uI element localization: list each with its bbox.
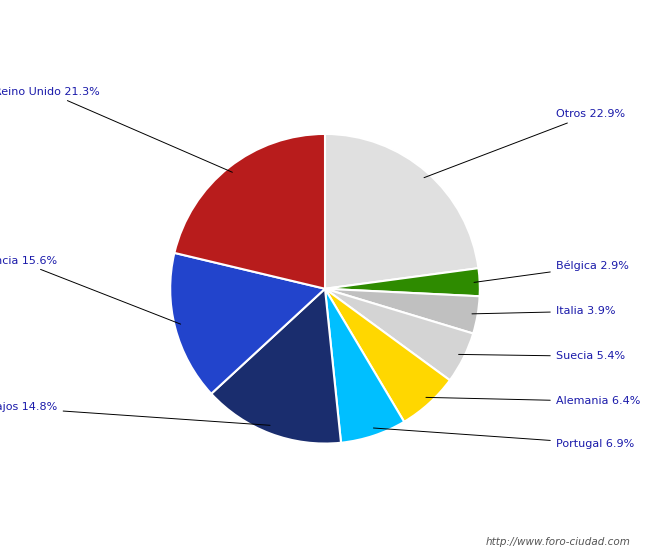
Text: Suecia 5.4%: Suecia 5.4% (459, 351, 625, 361)
Text: Portugal 6.9%: Portugal 6.9% (374, 428, 634, 449)
Text: Italia 3.9%: Italia 3.9% (472, 306, 616, 316)
Wedge shape (211, 289, 341, 443)
Text: Olvera - Turistas extranjeros según país - Abril de 2024: Olvera - Turistas extranjeros según país… (104, 15, 546, 31)
Text: Otros 22.9%: Otros 22.9% (424, 109, 625, 178)
Text: Alemania 6.4%: Alemania 6.4% (426, 397, 640, 406)
Wedge shape (325, 289, 450, 422)
Wedge shape (325, 268, 480, 296)
Text: Bélgica 2.9%: Bélgica 2.9% (474, 261, 629, 282)
Wedge shape (325, 289, 404, 443)
Text: http://www.foro-ciudad.com: http://www.foro-ciudad.com (486, 537, 630, 547)
Wedge shape (170, 253, 325, 394)
Wedge shape (325, 289, 480, 333)
Text: Reino Unido 21.3%: Reino Unido 21.3% (0, 87, 233, 172)
Wedge shape (325, 134, 478, 289)
Text: Países Bajos 14.8%: Países Bajos 14.8% (0, 402, 270, 425)
Wedge shape (174, 134, 325, 289)
Text: Francia 15.6%: Francia 15.6% (0, 256, 181, 324)
Wedge shape (325, 289, 473, 380)
